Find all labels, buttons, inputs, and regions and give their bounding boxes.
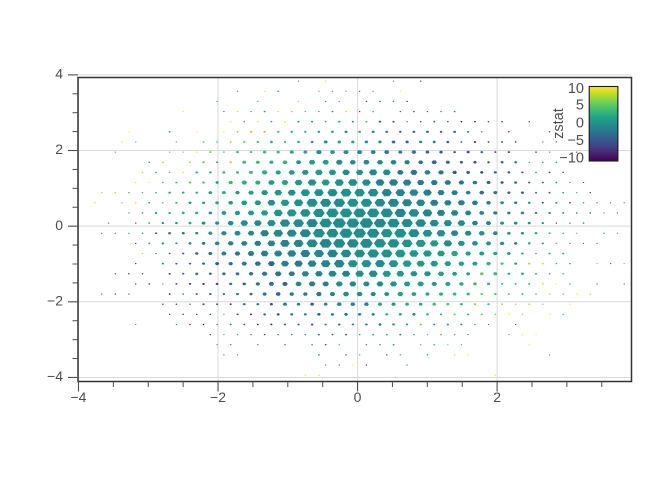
- svg-text:10: 10: [568, 81, 584, 97]
- svg-text:−10: −10: [559, 150, 584, 166]
- svg-text:−2: −2: [210, 389, 226, 405]
- svg-text:0: 0: [576, 115, 584, 131]
- svg-text:2: 2: [493, 389, 501, 405]
- svg-text:4: 4: [55, 66, 63, 82]
- svg-text:−2: −2: [47, 293, 63, 309]
- svg-text:zstat: zstat: [551, 108, 567, 139]
- svg-text:−4: −4: [71, 389, 87, 405]
- svg-text:−5: −5: [567, 133, 584, 149]
- svg-text:5: 5: [576, 98, 584, 114]
- svg-text:0: 0: [55, 217, 63, 233]
- svg-text:2: 2: [55, 141, 63, 157]
- svg-text:0: 0: [354, 389, 362, 405]
- svg-text:−4: −4: [47, 368, 63, 384]
